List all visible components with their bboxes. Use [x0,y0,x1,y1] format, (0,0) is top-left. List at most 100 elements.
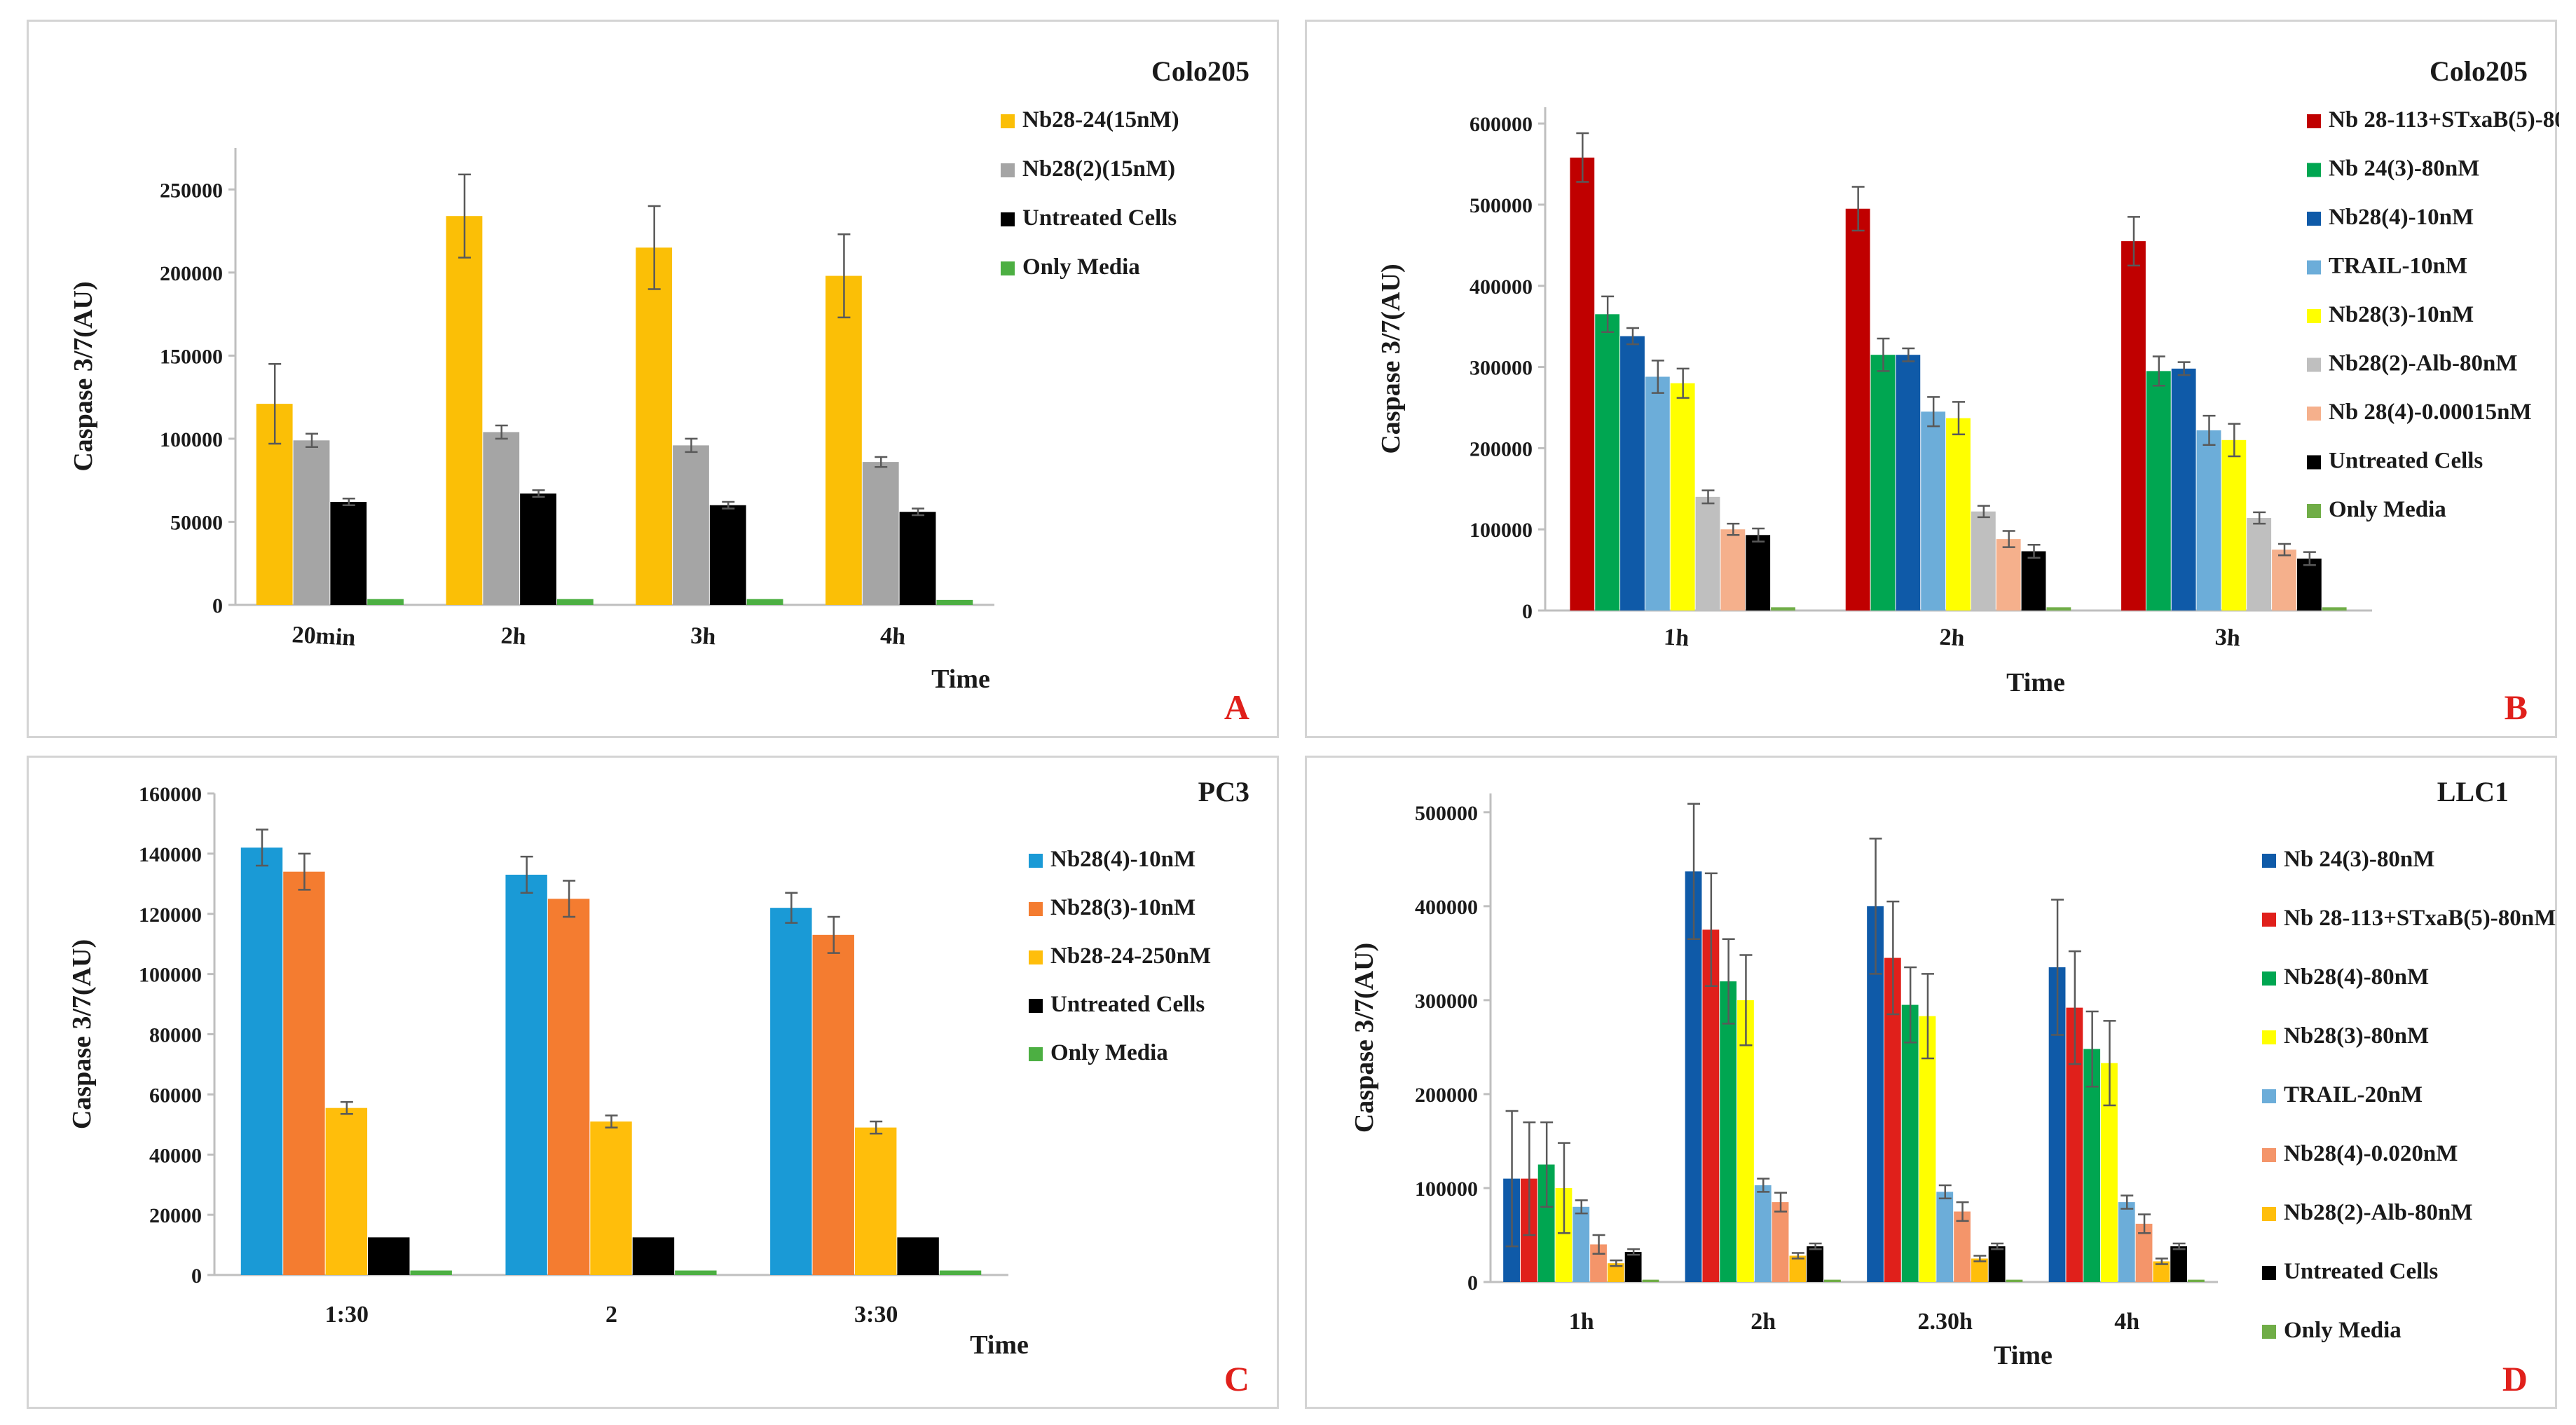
x-category-label: 2.30h [1918,1309,1973,1335]
y-axis-label: Caspase 3/7(AU) [1350,943,1379,1133]
y-tick-label: 0 [1522,600,1533,623]
bar-Nb28(4)-10nM-2 [505,874,547,1275]
bar-Nb 28-113+STxaB(5)-80nM-2.30h [1884,957,1901,1282]
bar-Nb 24(3)-80nM-2h [1685,871,1702,1282]
chart-title: Colo205 [2430,55,2528,87]
legend-swatch [2262,854,2276,868]
bar-Untreated Cells-20min [330,502,367,605]
bar-Nb28-24(15nM)-3h [636,247,673,605]
legend-label: Nb28(4)-0.020nM [2284,1141,2458,1166]
bar-Nb28(4)-80nM-2.30h [1901,1004,1919,1282]
y-tick-label: 600000 [1469,113,1533,136]
legend-swatch [2307,455,2321,470]
chart-panel-c: PC3 C 0 20000 40000 60000 80000 100000 120000 140… [27,756,1279,1409]
panel-letter: B [2505,688,2528,727]
x-axis-label: Time [1994,1341,2053,1370]
bar-Untreated Cells-3h [709,505,746,605]
y-tick-label: 120000 [139,904,202,927]
legend-swatch [2307,407,2321,421]
bar-Untreated Cells-3h [2296,558,2322,611]
legend-label: Nb28(2)-Alb-80nM [2329,351,2518,376]
y-tick-label: 100000 [1469,519,1533,542]
x-category-label: 2h [1751,1309,1776,1335]
x-category-label: 4h [2114,1309,2139,1335]
y-tick-label: 200000 [1469,437,1533,461]
legend-swatch [1001,261,1015,275]
bar-Untreated Cells-2h [1807,1246,1824,1282]
bar-Nb28(4)-0.020nM-4h [2135,1223,2153,1282]
bar-Nb 28-113+STxaB(5)-80nM-2h [1702,929,1720,1282]
legend-swatch [2262,1266,2276,1280]
legend-swatch [2262,1148,2276,1162]
bar-Nb28(3)-80nM-1h [1555,1187,1573,1282]
chart-svg-c: PC3 C 0 20000 40000 60000 80000 100000 120000 140… [67,776,1249,1398]
bar-Nb28(3)-10nM-1h [1670,383,1695,611]
bar-Nb28(4)-80nM-4h [2083,1049,2101,1282]
legend-label: Untreated Cells [1050,992,1205,1017]
legend-label: Nb 24(3)-80nM [2329,156,2479,182]
chart-panel-b: Colo205 B 0 100000 200000 300000 400000 500000 6… [1305,20,2559,738]
legend-swatch [2307,114,2321,128]
legend-label: Nb 28-113+STxaB(5)-80nM [2329,107,2559,132]
bar-Nb28(2)-Alb-80nM-3h [2247,517,2272,611]
bar-Only Media-2h [556,599,594,605]
x-category-label: 2 [605,1302,617,1328]
y-tick-label: 60000 [149,1084,202,1107]
bar-Nb28(4)-0.020nM-2h [1772,1202,1789,1282]
legend-label: Nb28(4)-80nM [2284,964,2429,990]
bar-TRAIL-10nM-1h [1645,376,1670,611]
bar-Only Media-1:30 [410,1270,452,1275]
y-tick-label: 150000 [160,345,223,368]
legend-label: TRAIL-20nM [2284,1082,2423,1107]
x-category-label: 2h [500,623,527,650]
y-tick-label: 100000 [139,964,202,987]
y-tick-label: 80000 [149,1024,202,1047]
bar-Nb28-24(15nM)-4h [825,275,862,605]
bar-Nb 28-113+STxaB(5)-80nM-1h [1570,157,1595,611]
bar-TRAIL-10nM-3h [2196,430,2221,611]
bar-Nb28-24(15nM)-2h [446,216,483,605]
bar-Nb28(2)-Alb-80nM-2h [1971,511,1996,611]
bar-Only Media-1h [1642,1279,1659,1282]
bar-Nb28(4)-10nM-2h [1896,355,1921,611]
x-category-label: 1h [1663,625,1690,652]
bar-Nb28(3)-10nM-3:30 [812,934,854,1275]
chart-svg-a: Colo205 A 0 50000 100000 150000 200000 250000 Ca… [69,55,1249,727]
panel-letter: A [1224,688,1249,727]
bar-Nb 24(3)-80nM-2.30h [1867,906,1884,1282]
y-tick-label: 50000 [170,511,223,534]
legend-label: Nb28(2)(15nM) [1022,156,1175,182]
bar-Nb28(3)-10nM-2h [1946,418,1971,611]
bar-Only Media-1h [1771,607,1795,611]
chart-title: LLC1 [2437,776,2509,807]
legend-label: Nb 24(3)-80nM [2284,847,2434,872]
bar-Nb28(2)-Alb-80nM-4h [2153,1261,2170,1282]
y-tick-label: 250000 [160,179,223,202]
bar-Nb28(3)-80nM-4h [2101,1063,2118,1282]
bar-Nb28(4)-0.020nM-2.30h [1954,1211,1971,1282]
x-axis-label: Time [2006,668,2065,697]
bar-Nb28(4)-80nM-2h [1720,981,1737,1282]
bar-Nb28(2)-Alb-80nM-1h [1607,1263,1624,1282]
chart-title: Colo205 [1151,55,1249,87]
bar-Nb28-24-250nM-3:30 [854,1127,897,1275]
bar-Only Media-2 [675,1270,717,1275]
y-tick-label: 400000 [1469,275,1533,299]
legend-swatch [2307,504,2321,518]
bar-Nb28(2)-Alb-80nM-2.30h [1971,1258,1988,1282]
bar-Nb28(2)-Alb-80nM-2h [1789,1255,1807,1282]
bar-TRAIL-20nM-1h [1573,1206,1590,1282]
bar-Nb28(3)-10nM-3h [2221,439,2247,611]
legend-label: Nb28(2)-Alb-80nM [2284,1200,2473,1225]
bar-Only Media-3h [2322,607,2347,611]
bar-Untreated Cells-2 [632,1237,675,1275]
y-tick-label: 100000 [160,428,223,451]
bar-Nb 24(3)-80nM-2h [1870,355,1896,611]
y-axis-label: Caspase 3/7(AU) [1376,264,1406,454]
legend-swatch [1001,114,1015,128]
bar-TRAIL-20nM-4h [2118,1202,2135,1282]
legend-swatch [1029,950,1043,964]
bar-Only Media-3:30 [939,1270,982,1275]
bar-Only Media-4h [2188,1279,2205,1282]
legend-swatch [2307,309,2321,323]
